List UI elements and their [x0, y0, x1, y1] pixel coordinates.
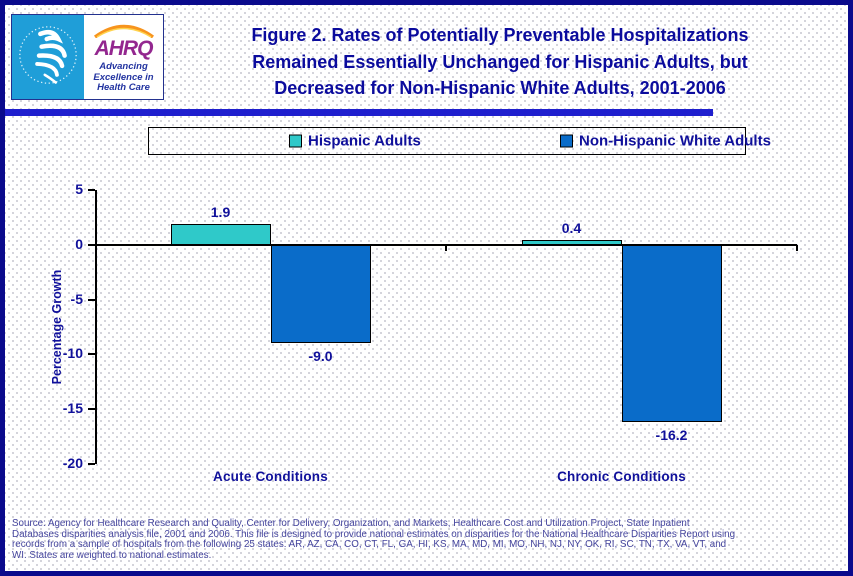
y-axis-tick [88, 243, 95, 246]
bar-value-label: 1.9 [210, 203, 231, 220]
ahrq-hhs-logo: AHRQ Advancing Excellence in Health Care [11, 14, 164, 100]
bar-chart-plot-area: 5 0 -5 -10 -15 -20 1.9 0.4 -9.0 -16.2 [63, 181, 798, 471]
ahrq-tagline: Advancing Excellence in Health Care [93, 62, 153, 94]
ahrq-tagline-line: Excellence in [93, 71, 154, 83]
figure-title-line: Remained Essentially Unchanged for Hispa… [252, 51, 748, 72]
bar-non-hispanic-white-adults-acute-conditions [270, 244, 371, 344]
legend-item-non-hispanic-white-adults: Non-Hispanic White Adults [560, 133, 771, 150]
hhs-eagle-icon [16, 19, 80, 96]
figure-title-line: Decreased for Non-Hispanic White Adults,… [274, 78, 726, 98]
header-divider [5, 109, 713, 116]
bar-hispanic-adults-chronic-conditions [521, 240, 622, 245]
bar-value-label: -16.2 [655, 427, 688, 444]
y-axis-line [95, 190, 97, 464]
category-label-chronic-conditions: Chronic Conditions [557, 469, 686, 484]
legend-item-hispanic-adults: Hispanic Adults [289, 133, 421, 150]
figure-title-line: Figure 2. Rates of Potentially Preventab… [251, 25, 749, 45]
source-note-line: WI. States are weighted to national esti… [12, 549, 212, 561]
source-note-line: Source: Agency for Healthcare Research a… [12, 518, 690, 529]
bar-non-hispanic-white-adults-chronic-conditions [621, 244, 722, 423]
category-label-acute-conditions: Acute Conditions [213, 469, 328, 484]
bar-value-label: -9.0 [308, 348, 333, 365]
y-axis-tick [88, 353, 95, 356]
x-category-labels: Acute Conditions Chronic Conditions [95, 469, 797, 487]
legend-label: Hispanic Adults [308, 132, 421, 150]
figure-title: Figure 2. Rates of Potentially Preventab… [195, 22, 805, 102]
y-axis-tick-label: -15 [62, 400, 83, 417]
source-note-line: Databases disparities analysis file, 200… [12, 528, 736, 540]
y-axis-tick-label: 0 [75, 235, 83, 252]
y-axis-tick-label: -10 [62, 345, 83, 362]
chart-legend: Hispanic Adults Non-Hispanic White Adults [148, 127, 771, 155]
y-axis-tick [88, 189, 95, 191]
y-axis-tick [88, 463, 95, 465]
x-axis-tick [445, 244, 447, 251]
legend-swatch-icon [560, 134, 573, 148]
hhs-logo-panel [12, 15, 84, 99]
legend-swatch-icon [289, 134, 302, 148]
legend-label: Non-Hispanic White Adults [579, 132, 771, 150]
y-axis-tick-label: -5 [70, 290, 83, 307]
ahrq-logo-panel: AHRQ Advancing Excellence in Health Care [84, 15, 163, 99]
source-note-line: records from a sample of hospitals from … [12, 539, 727, 551]
y-axis-tick-label: -20 [62, 455, 83, 471]
bar-value-label: 0.4 [561, 220, 582, 237]
ahrq-arc-icon [91, 22, 157, 43]
ahrq-wordmark: AHRQ [94, 37, 154, 61]
y-axis-tick [88, 298, 95, 301]
ahrq-tagline-line: Health Care [97, 82, 150, 94]
y-axis-tick-label: 5 [75, 181, 83, 197]
x-axis-tick [796, 244, 798, 251]
ahrq-tagline-line: Advancing [99, 61, 148, 73]
bar-hispanic-adults-acute-conditions [170, 223, 271, 245]
source-note: Source: Agency for Healthcare Research a… [12, 518, 848, 561]
y-axis-tick [88, 408, 95, 411]
y-axis-title: Percentage Growth [50, 269, 64, 385]
